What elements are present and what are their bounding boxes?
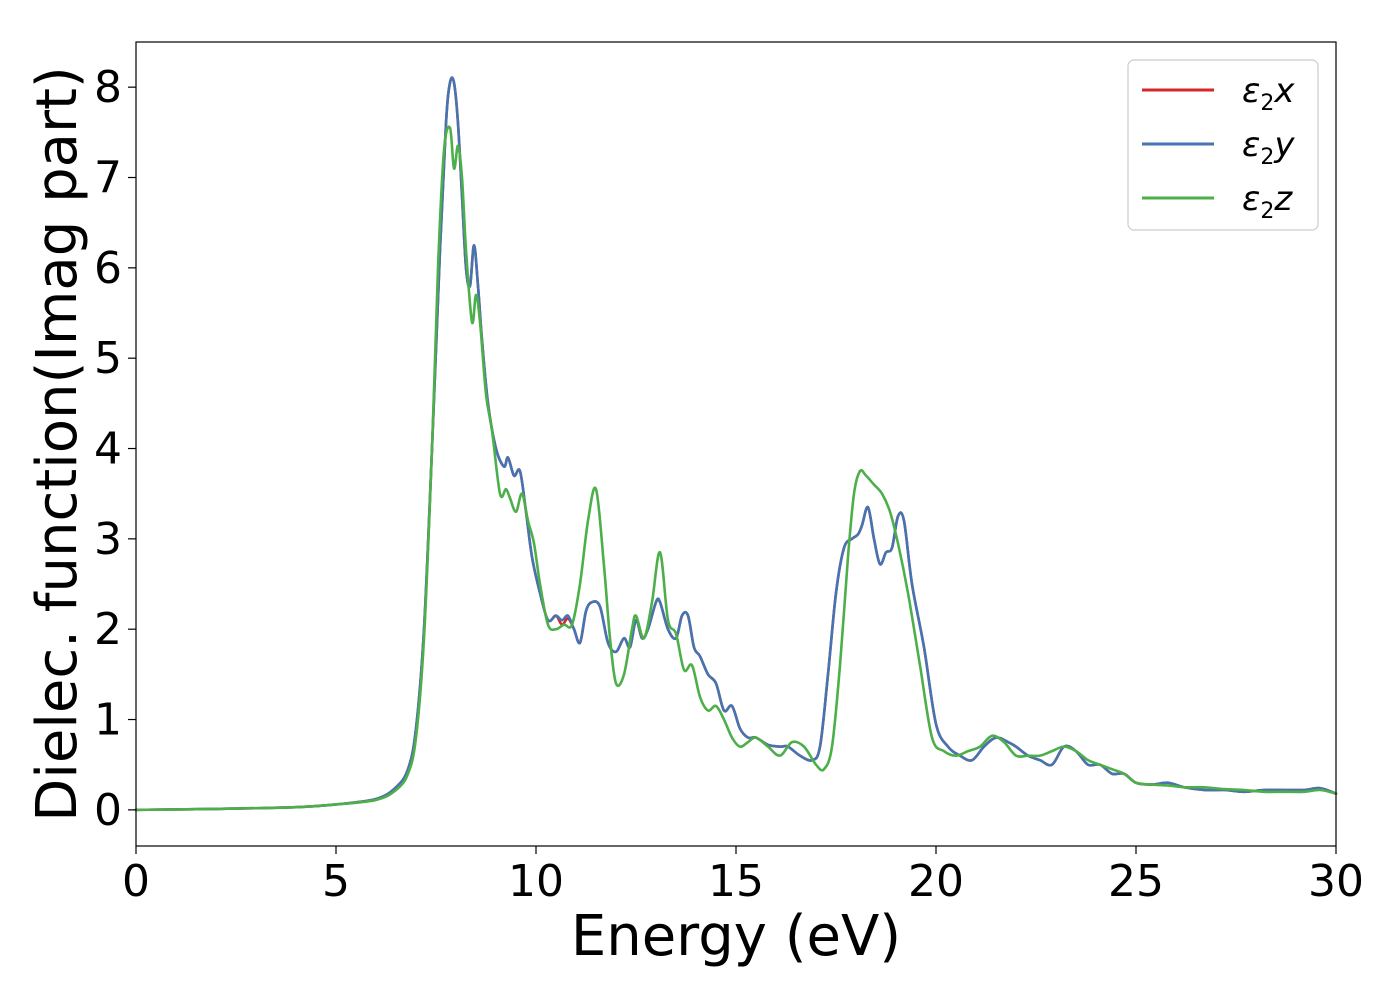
y-axis-label: Dielec. function(Imag part): [25, 66, 90, 822]
legend-label-z: ε2z: [1242, 179, 1293, 224]
y-tick-label: 0: [94, 785, 122, 836]
x-tick-label: 30: [1308, 856, 1364, 907]
legend-box: [1127, 59, 1319, 231]
x-tick-label: 15: [708, 856, 764, 907]
x-tick-label: 5: [322, 856, 350, 907]
x-tick-label: 20: [908, 856, 964, 907]
x-tick-label: 10: [508, 856, 564, 907]
legend-label-y: ε2y: [1242, 125, 1295, 170]
y-tick-label: 7: [94, 153, 122, 204]
y-tick-label: 4: [94, 424, 122, 475]
y-tick-label: 2: [94, 604, 122, 655]
x-axis-ticks: 0 5 10 15 20 25 30: [122, 846, 1364, 907]
x-tick-label: 0: [122, 856, 150, 907]
series-layer: [134, 76, 1338, 812]
legend-label-x: ε2x: [1242, 71, 1295, 116]
y-tick-label: 3: [94, 514, 122, 565]
y-axis-ticks: 0 1 2 3 4 5 6 7 8: [94, 62, 136, 836]
y-tick-label: 6: [94, 243, 122, 294]
y-tick-label: 5: [94, 333, 122, 384]
x-tick-label: 25: [1108, 856, 1164, 907]
y-tick-label: 1: [94, 695, 122, 746]
legend: ε2x ε2y ε2z: [1127, 59, 1319, 231]
series-line-z: [134, 125, 1338, 812]
y-tick-label: 8: [94, 62, 122, 113]
x-axis-label: Energy (eV): [571, 904, 901, 969]
